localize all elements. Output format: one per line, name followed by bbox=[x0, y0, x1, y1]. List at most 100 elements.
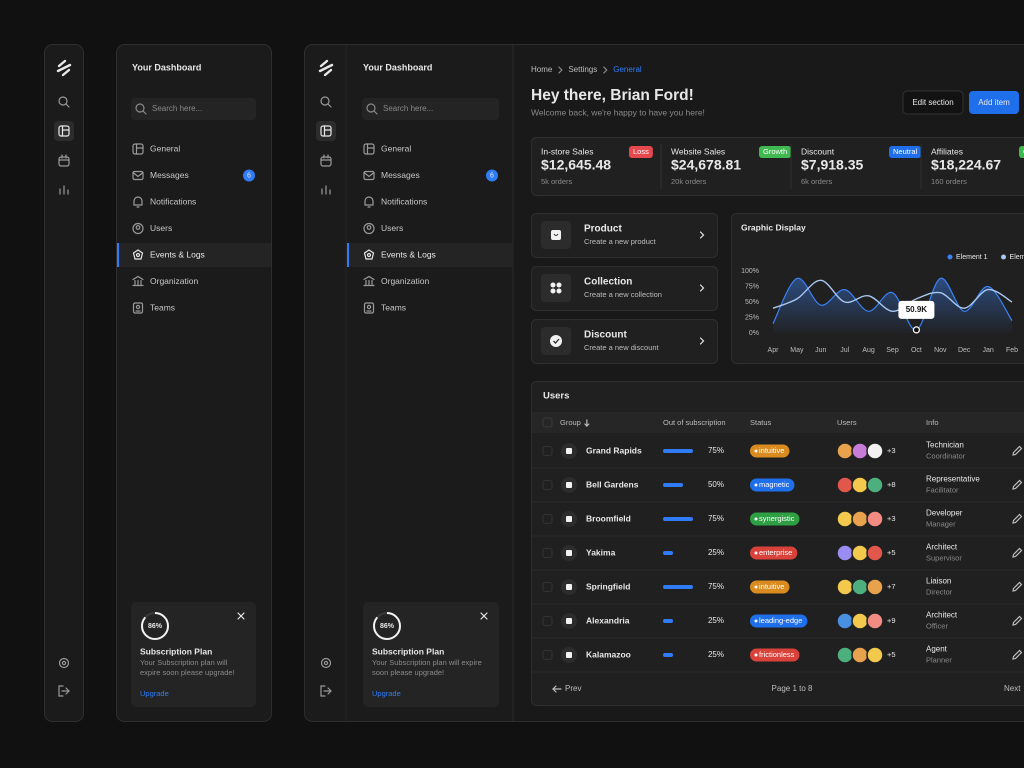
search-button[interactable] bbox=[316, 92, 336, 112]
group-logo-glyph bbox=[566, 448, 572, 454]
icon-part bbox=[58, 125, 70, 137]
chart-card bbox=[731, 213, 1024, 364]
y-tick-label: 0% bbox=[749, 330, 759, 337]
next-button[interactable]: Next bbox=[1004, 684, 1021, 693]
status-label: leading-edge bbox=[759, 616, 802, 625]
users-extra: +7 bbox=[887, 582, 896, 591]
x-tick-label: Jul bbox=[840, 347, 849, 354]
icon-gear bbox=[320, 657, 332, 669]
nav-item[interactable]: Organization bbox=[150, 276, 198, 286]
breadcrumb-item[interactable]: Home bbox=[531, 65, 553, 74]
icon-team bbox=[363, 302, 375, 314]
search-button[interactable] bbox=[54, 92, 74, 112]
icon-part bbox=[556, 282, 562, 288]
status-label: magnetic bbox=[759, 480, 790, 489]
avatar bbox=[866, 646, 884, 664]
sidebar-title: Your Dashboard bbox=[363, 62, 432, 72]
active-rail-item[interactable] bbox=[316, 121, 336, 141]
info-subtitle: Manager bbox=[926, 519, 956, 528]
progress-label: 75% bbox=[708, 514, 724, 523]
icon-part bbox=[363, 275, 375, 281]
icon-part bbox=[318, 63, 334, 73]
stat-note: 20k orders bbox=[671, 177, 707, 186]
action-card[interactable] bbox=[531, 266, 718, 311]
button-label[interactable]: Edit section bbox=[912, 98, 953, 107]
nav-item[interactable]: Organization bbox=[381, 276, 429, 286]
icon-part bbox=[65, 687, 70, 695]
nav-item[interactable]: Teams bbox=[150, 302, 175, 312]
checkbox[interactable] bbox=[542, 514, 553, 524]
nav-item[interactable]: Events & Logs bbox=[381, 249, 436, 259]
upgrade-link[interactable]: Upgrade bbox=[140, 689, 169, 698]
upgrade-link[interactable]: Upgrade bbox=[372, 689, 401, 698]
icon-part bbox=[320, 96, 330, 106]
nav-item[interactable]: Messages bbox=[150, 170, 189, 180]
nav-item[interactable]: Users bbox=[150, 223, 172, 233]
nav-item[interactable]: General bbox=[150, 143, 180, 153]
chart-title: Graphic Display bbox=[741, 222, 806, 232]
nav-item[interactable]: Users bbox=[381, 223, 403, 233]
legend-label: Element 1 bbox=[956, 254, 988, 261]
stat-tag-bg bbox=[1019, 146, 1024, 158]
breadcrumb-item[interactable]: Settings bbox=[568, 65, 597, 74]
progress-label: 50% bbox=[708, 480, 724, 489]
active-nav-bg[interactable] bbox=[347, 243, 513, 267]
avatar bbox=[851, 510, 869, 528]
action-card[interactable] bbox=[531, 213, 718, 258]
avatar bbox=[836, 578, 854, 596]
status-chip: frictionless bbox=[750, 648, 800, 662]
action-title[interactable]: Product bbox=[584, 224, 622, 235]
button-label[interactable]: Add item bbox=[978, 98, 1010, 107]
group-logo-glyph bbox=[566, 516, 572, 522]
icon-part bbox=[1012, 615, 1023, 626]
users-extra: +3 bbox=[887, 514, 896, 523]
column-header[interactable]: Group bbox=[560, 418, 581, 427]
icon-search bbox=[135, 103, 147, 115]
icon-chev bbox=[699, 337, 705, 345]
subscription-card bbox=[363, 602, 499, 707]
icon-part bbox=[132, 222, 144, 235]
stat-tag: Neutral bbox=[889, 146, 922, 158]
nav-item[interactable]: Notifications bbox=[150, 196, 196, 206]
active-nav-bg[interactable] bbox=[117, 243, 271, 267]
breadcrumb-item[interactable]: General bbox=[613, 65, 642, 74]
group-name: Springfield bbox=[586, 581, 630, 591]
action-card[interactable] bbox=[531, 319, 718, 364]
series-area bbox=[773, 278, 1012, 333]
edit-section-button[interactable] bbox=[902, 90, 964, 115]
search-placeholder: Search here... bbox=[383, 104, 433, 113]
nav-item[interactable]: Notifications bbox=[381, 196, 427, 206]
checkbox[interactable] bbox=[542, 582, 553, 592]
add-item-button[interactable] bbox=[969, 91, 1019, 114]
subscription-text: expire soon please upgrade! bbox=[140, 668, 235, 677]
checkbox[interactable] bbox=[542, 480, 553, 490]
checkbox[interactable] bbox=[542, 446, 553, 456]
progress-label: 75% bbox=[708, 582, 724, 591]
action-title[interactable]: Discount bbox=[584, 330, 627, 341]
checkbox[interactable] bbox=[542, 650, 553, 660]
icon-layout bbox=[363, 143, 375, 155]
avatar bbox=[866, 510, 884, 528]
action-title[interactable]: Collection bbox=[584, 277, 632, 288]
icon-pencil bbox=[1012, 649, 1023, 660]
search-box[interactable] bbox=[131, 98, 256, 120]
stat-label: Discount bbox=[801, 146, 835, 156]
nav-item[interactable]: Teams bbox=[381, 302, 406, 312]
checkbox[interactable] bbox=[542, 417, 553, 428]
icon-part bbox=[363, 222, 375, 235]
prev-button[interactable]: Prev bbox=[565, 684, 581, 693]
checkbox[interactable] bbox=[542, 548, 553, 558]
checkbox[interactable] bbox=[542, 616, 553, 626]
nav-item[interactable]: Messages bbox=[381, 170, 420, 180]
series-line bbox=[772, 277, 1013, 331]
nav-item[interactable]: General bbox=[381, 143, 411, 153]
avatar bbox=[851, 612, 869, 630]
search-box[interactable] bbox=[362, 98, 499, 120]
nav-item[interactable]: Events & Logs bbox=[150, 249, 205, 259]
avatar bbox=[866, 442, 884, 460]
stat-note: 6k orders bbox=[801, 177, 833, 186]
icon-part bbox=[319, 59, 329, 68]
y-tick-label: 50% bbox=[745, 299, 759, 306]
x-tick-label: Apr bbox=[768, 347, 780, 354]
active-rail-item[interactable] bbox=[54, 121, 74, 141]
